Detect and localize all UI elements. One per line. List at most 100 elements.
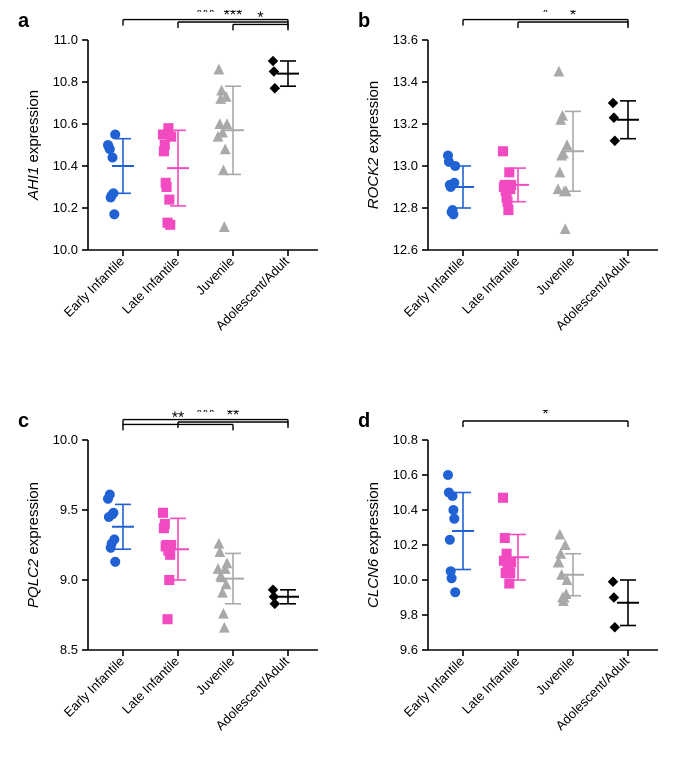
ytick-label: 13.0	[393, 158, 418, 173]
x-category-label: Early Infantile	[401, 654, 467, 720]
ytick-label: 9.8	[400, 607, 418, 622]
error-bar	[277, 61, 299, 86]
data-point	[447, 574, 456, 583]
ytick-label: 10.2	[53, 200, 78, 215]
significance-label: *	[257, 10, 263, 26]
ytick-label: 10.8	[53, 74, 78, 89]
data-point	[105, 490, 114, 499]
panel-b-label: b	[358, 10, 370, 33]
data-point	[110, 535, 119, 544]
data-point	[164, 124, 173, 133]
panel-a: a 10.010.210.410.610.811.0AHI1 expressio…	[18, 10, 338, 370]
x-category-label: Late Infantile	[459, 254, 522, 317]
data-point	[108, 153, 117, 162]
ytick-label: 10.4	[53, 158, 78, 173]
data-point	[219, 609, 228, 618]
panel-b: b 12.612.813.013.213.413.6ROCK2 expressi…	[358, 10, 678, 370]
data-point	[214, 65, 223, 74]
data-point	[269, 67, 278, 76]
ytick-label: 10.6	[53, 116, 78, 131]
significance-label: ***	[196, 410, 215, 422]
panel-c-label: c	[18, 410, 29, 433]
data-point	[223, 559, 232, 568]
significance-label: **	[227, 410, 239, 424]
ytick-label: 13.6	[393, 32, 418, 47]
error-bar	[167, 518, 189, 580]
data-point	[223, 120, 232, 129]
panel-d-plot: 9.69.810.010.210.410.610.8CLCN6 expressi…	[358, 410, 678, 770]
x-category-label: Early Infantile	[61, 654, 127, 720]
significance-label: ***	[196, 10, 215, 22]
significance-label: ***	[224, 10, 243, 24]
data-point	[505, 168, 514, 177]
panel-a-label: a	[18, 10, 29, 33]
data-point	[444, 471, 453, 480]
data-point	[554, 67, 563, 76]
panel-a-plot: 10.010.210.410.610.811.0AHI1 expressionE…	[18, 10, 338, 370]
data-point	[507, 558, 516, 567]
y-axis-label: CLCN6 expression	[365, 482, 382, 608]
ytick-label: 10.4	[393, 502, 418, 517]
ytick-label: 9.0	[60, 572, 78, 587]
data-point	[159, 508, 168, 517]
data-point	[556, 549, 565, 558]
y-axis-label: AHI1 expression	[25, 90, 42, 201]
data-point	[215, 548, 224, 557]
ytick-label: 13.4	[393, 74, 418, 89]
panel-c: c 8.5 9.0 9.5 10.0 PQLC2 expression Early Inf…	[18, 410, 338, 770]
data-point	[162, 183, 171, 192]
data-point	[219, 166, 228, 175]
data-point	[506, 569, 515, 578]
data-point	[163, 615, 172, 624]
ytick-label: 11.0	[54, 32, 78, 47]
error-bar	[617, 580, 639, 626]
data-point	[555, 530, 564, 539]
ytick-label: 10.0	[53, 242, 78, 257]
ytick-label: 10.0	[53, 432, 78, 447]
data-point	[167, 132, 176, 141]
data-point	[218, 588, 227, 597]
x-category-label: Late Infantile	[119, 254, 182, 317]
data-point	[160, 520, 169, 529]
data-point	[449, 506, 458, 515]
data-point	[500, 534, 509, 543]
x-category-label: Juvenile	[533, 654, 577, 698]
data-point	[450, 178, 459, 187]
ytick-label: 9.6	[400, 642, 418, 657]
data-point	[610, 623, 619, 632]
data-point	[610, 136, 619, 145]
data-point	[563, 141, 572, 150]
data-point	[214, 539, 223, 548]
y-axis-label: ROCK2 expression	[365, 81, 382, 209]
error-bar	[112, 139, 134, 194]
data-point	[166, 220, 175, 229]
ytick-label: 8.5	[60, 642, 78, 657]
x-category-label: Juvenile	[193, 654, 237, 698]
data-point	[499, 493, 508, 502]
ytick-label: 12.6	[393, 242, 418, 257]
significance-label: *	[542, 410, 548, 423]
ytick-label: 10.0	[393, 572, 418, 587]
data-point	[105, 145, 114, 154]
data-point	[111, 130, 120, 139]
x-category-label: Late Infantile	[119, 654, 182, 717]
error-bar	[617, 101, 639, 139]
data-point	[451, 588, 460, 597]
data-point	[499, 147, 508, 156]
error-bar	[562, 554, 584, 596]
data-point	[561, 541, 570, 550]
data-point	[111, 557, 120, 566]
panel-c-plot: 8.5 9.0 9.5 10.0 PQLC2 expression Early Infan…	[18, 410, 338, 770]
x-category-label: Late Infantile	[459, 654, 522, 717]
data-point	[558, 111, 567, 120]
y-axis-label: PQLC2 expression	[25, 482, 42, 608]
ytick-label: 9.5	[60, 502, 78, 517]
data-point	[218, 128, 227, 137]
significance-label: *	[542, 10, 548, 22]
data-point	[269, 57, 278, 66]
ytick-label: 13.2	[393, 116, 418, 131]
x-category-label: Juvenile	[193, 254, 237, 298]
data-point	[449, 210, 458, 219]
data-point	[609, 113, 618, 122]
data-point	[220, 623, 229, 632]
